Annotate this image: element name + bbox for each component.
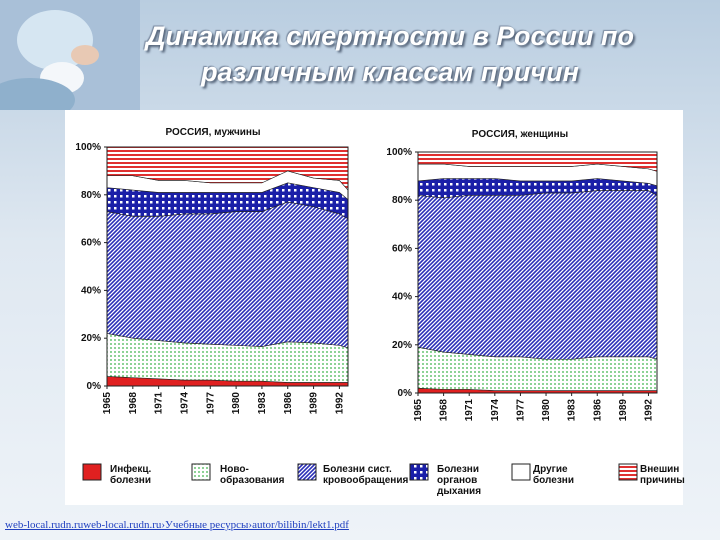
x-tick-label: 1989 xyxy=(618,399,629,422)
y-tick-label: 0% xyxy=(398,388,413,399)
source-link[interactable]: web-local.rudn.ruweb-local.rudn.ru›Учебн… xyxy=(5,519,349,531)
x-tick-label: 1965 xyxy=(102,392,113,415)
plot-frame xyxy=(417,151,658,394)
y-tick-label: 0% xyxy=(87,381,102,392)
x-tick-label: 1983 xyxy=(257,392,268,415)
legend-swatch xyxy=(191,463,211,481)
legend-swatch xyxy=(82,463,102,481)
legend-swatch xyxy=(618,463,638,481)
chart-panel: РОССИЯ, мужчины 0% 20% 40% 60% 80% 100% 1965 196… xyxy=(65,110,685,505)
y-tick-label: 80% xyxy=(81,190,101,201)
x-tick-label: 1986 xyxy=(283,392,294,415)
doctor-photo xyxy=(0,0,140,110)
x-tick-label: 1989 xyxy=(309,392,320,415)
legend-label: Внешин причины xyxy=(640,464,685,486)
x-tick-label: 1974 xyxy=(179,392,190,415)
legend-label: Ново-образования xyxy=(220,464,285,486)
x-tick-label: 1992 xyxy=(643,399,654,422)
slide-title: Динамика смертности в России по различны… xyxy=(145,21,635,87)
x-tick-label: 1986 xyxy=(592,399,603,422)
x-tick-label: 1992 xyxy=(334,392,345,415)
x-tick-label: 1968 xyxy=(439,399,450,422)
x-tick-label: 1977 xyxy=(205,392,216,415)
chart: РОССИЯ, мужчины 0% 20% 40% 60% 80% 100% 1965 196… xyxy=(75,127,658,481)
x-tick-label: 1968 xyxy=(128,392,139,415)
plot-frame xyxy=(106,146,349,387)
y-tick-label: 20% xyxy=(81,333,101,344)
x-tick-label: 1971 xyxy=(154,392,165,415)
y-tick-label: 100% xyxy=(386,147,412,158)
y-tick-label: 60% xyxy=(392,243,412,254)
legend-swatch xyxy=(511,463,531,481)
x-tick-label: 1977 xyxy=(515,399,526,422)
y-tick-label: 80% xyxy=(392,195,412,206)
legend-label: Инфекц. болезни xyxy=(110,464,152,486)
legend-swatch xyxy=(297,463,317,481)
x-tick-label: 1983 xyxy=(567,399,578,422)
area xyxy=(417,190,658,360)
legend-label: Болезни сист. кровообращения xyxy=(323,464,409,486)
area xyxy=(106,201,349,349)
y-tick-label: 20% xyxy=(392,340,412,351)
x-tick-label: 1971 xyxy=(464,399,475,422)
legend-label: Болезни органов дыхания xyxy=(437,464,482,497)
x-tick-label: 1980 xyxy=(231,392,242,415)
y-tick-label: 40% xyxy=(81,285,101,296)
chart-title: РОССИЯ, мужчины xyxy=(165,127,260,138)
legend-label: Другие болезни xyxy=(533,464,574,486)
y-tick-label: 60% xyxy=(81,238,101,249)
x-tick-label: 1965 xyxy=(413,399,424,422)
x-tick-label: 1980 xyxy=(541,399,552,422)
y-tick-label: 40% xyxy=(392,292,412,303)
chart-title: РОССИЯ, женщины xyxy=(472,129,568,140)
legend-swatch xyxy=(409,463,429,481)
y-tick-label: 100% xyxy=(75,142,101,153)
x-tick-label: 1974 xyxy=(490,399,501,422)
